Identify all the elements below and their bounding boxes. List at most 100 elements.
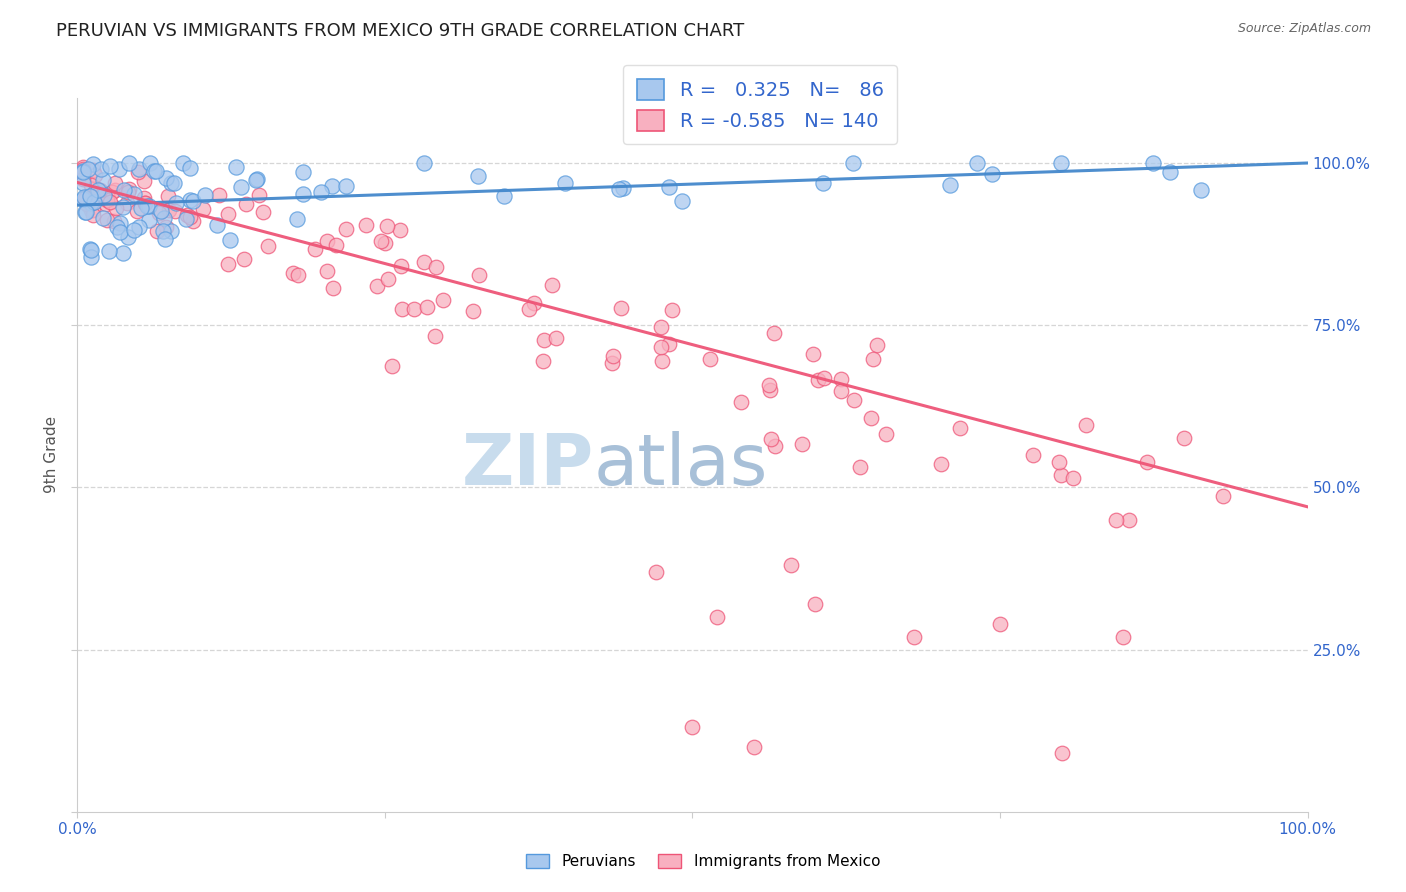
Point (108, 162, 131, 177)
Point (108, 215, 131, 229)
Text: ZIP: ZIP (461, 431, 595, 500)
Point (75, 193, 97, 207)
Point (1050, 156, 1073, 170)
Point (374, 236, 396, 251)
Point (801, 346, 824, 360)
Point (315, 264, 337, 278)
Point (842, 156, 865, 170)
Point (80, 243, 103, 257)
Point (730, 395, 752, 409)
Point (377, 271, 399, 285)
Point (112, 245, 135, 260)
Legend: Peruvians, Immigrants from Mexico: Peruvians, Immigrants from Mexico (520, 848, 886, 875)
Point (82, 162, 104, 177)
Point (112, 182, 135, 196)
Point (155, 171, 177, 186)
Point (208, 188, 231, 202)
Point (82, 207, 104, 221)
Point (72, 192, 94, 206)
Point (77, 162, 100, 177)
Point (391, 301, 413, 316)
Point (875, 427, 897, 442)
Point (205, 218, 228, 232)
Point (148, 206, 170, 220)
Point (72, 170, 94, 185)
Point (467, 169, 489, 183)
Point (76, 197, 98, 211)
Point (247, 188, 270, 202)
Point (804, 597, 827, 611)
Point (181, 214, 204, 228)
Point (287, 212, 309, 227)
Point (610, 301, 633, 315)
Point (176, 208, 198, 222)
Point (252, 204, 274, 219)
Point (122, 223, 145, 237)
Point (160, 177, 183, 191)
Point (129, 201, 152, 215)
Point (93, 187, 115, 202)
Point (517, 301, 540, 316)
Point (1050, 747, 1073, 761)
Point (82, 157, 104, 171)
Point (80, 178, 103, 193)
Point (865, 338, 887, 352)
Point (155, 232, 177, 246)
Point (122, 187, 145, 202)
Point (84, 186, 107, 200)
Point (134, 195, 156, 210)
Point (404, 301, 426, 316)
Point (117, 230, 139, 244)
Point (412, 156, 434, 170)
Point (142, 164, 165, 178)
Point (89, 183, 111, 197)
Point (96, 188, 118, 202)
Point (165, 195, 187, 210)
Point (1142, 156, 1164, 170)
Point (101, 185, 124, 199)
Point (115, 195, 138, 210)
Point (134, 195, 156, 210)
Point (494, 189, 516, 203)
Point (72, 160, 94, 174)
Point (1105, 513, 1128, 527)
Point (194, 188, 217, 202)
Point (179, 161, 201, 175)
Point (149, 203, 172, 218)
Point (138, 156, 160, 170)
Point (219, 233, 242, 247)
Point (138, 198, 160, 212)
Point (807, 373, 830, 387)
Point (966, 156, 988, 170)
Point (91, 173, 114, 187)
Point (370, 234, 392, 248)
Point (181, 194, 204, 208)
Point (152, 225, 174, 239)
Point (83, 195, 105, 210)
Point (159, 224, 181, 238)
Point (811, 177, 834, 191)
Point (929, 458, 952, 472)
Point (335, 179, 357, 194)
Point (111, 200, 134, 214)
Text: atlas: atlas (595, 431, 769, 500)
Point (225, 161, 247, 175)
Point (118, 181, 141, 195)
Point (229, 180, 252, 194)
Point (98, 244, 121, 258)
Point (661, 302, 683, 317)
Point (425, 328, 447, 343)
Point (602, 349, 624, 363)
Point (415, 300, 437, 314)
Point (176, 211, 198, 226)
Point (644, 565, 666, 579)
Point (980, 167, 1002, 181)
Point (80, 196, 103, 211)
Point (321, 179, 343, 194)
Point (758, 383, 780, 397)
Point (763, 439, 786, 453)
Point (105, 202, 128, 216)
Point (1047, 455, 1070, 469)
Point (813, 371, 835, 385)
Point (145, 163, 167, 178)
